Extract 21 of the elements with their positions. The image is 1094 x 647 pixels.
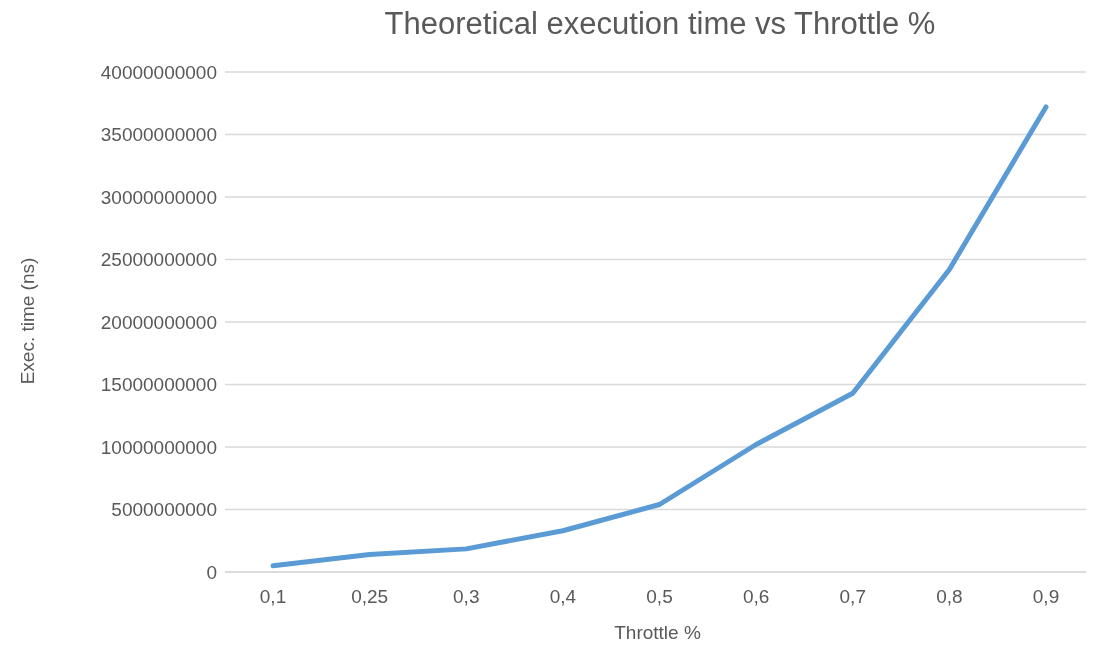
x-axis-title: Throttle %	[613, 622, 702, 644]
x-tick-label: 0,6	[742, 586, 770, 608]
y-tick-label: 25000000000	[100, 249, 217, 271]
x-tick-label: 0,7	[839, 586, 866, 608]
y-axis-title: Exec. time (ns)	[17, 257, 39, 385]
x-tick-label: 0,25	[351, 586, 389, 608]
y-tick-label: 10000000000	[100, 436, 217, 458]
chart-title: Theoretical execution time vs Throttle %	[383, 6, 937, 42]
y-tick-label: 35000000000	[100, 124, 217, 146]
y-tick-label: 20000000000	[100, 311, 217, 333]
x-tick-label: 0,8	[936, 586, 963, 608]
x-tick-label: 0,1	[259, 586, 287, 608]
y-tick-label: 5000000000	[111, 499, 217, 521]
x-tick-label: 0,5	[646, 586, 673, 608]
x-tick-label: 0,4	[549, 586, 577, 608]
y-tick-label: 30000000000	[100, 186, 217, 208]
y-tick-label: 40000000000	[100, 61, 217, 83]
y-tick-label: 0	[206, 561, 217, 583]
x-tick-label: 0,3	[453, 586, 480, 608]
y-tick-label: 15000000000	[100, 374, 217, 396]
x-tick-label: 0,9	[1032, 586, 1060, 608]
